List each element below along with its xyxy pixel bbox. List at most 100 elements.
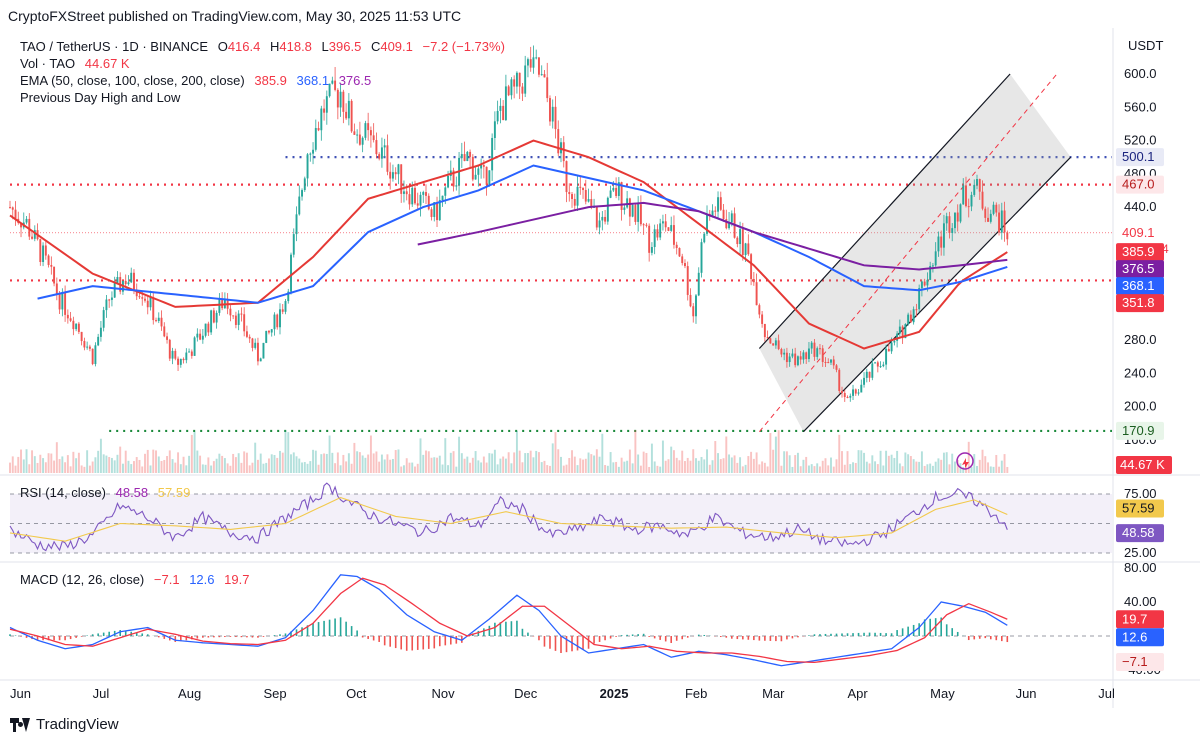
volume-bar [835,459,838,473]
candle-body [788,356,791,363]
candle-body [874,362,877,364]
macd-histogram-bar [642,633,645,636]
macd-price-label-bg [1116,628,1164,647]
volume-bar [667,459,670,473]
volume-bar [281,452,284,473]
macd-histogram-bar [251,636,254,638]
volume-bar [262,463,265,473]
candle-body [744,243,747,256]
volume-bar [55,442,58,473]
volume-bar [425,450,427,473]
candle-body [576,186,579,206]
macd-histogram-bar [885,633,887,636]
volume-bar [75,458,78,473]
candle-body [201,335,204,340]
price-tick-label: 200.0 [1124,399,1157,414]
macd-histogram-bar [868,632,871,636]
macd-hist-value: −7.1 [153,572,180,587]
candle-body [53,266,56,284]
macd-histogram-bar [846,633,849,636]
price-label: 385.9 [1122,244,1155,259]
candle-body [634,205,637,222]
candle-body [620,182,623,210]
candle-body [937,236,940,252]
macd-histogram-bar [874,632,876,636]
volume-bar [692,449,695,473]
volume-bar [240,462,243,473]
candle-body [229,308,232,316]
volume-bar [763,462,766,473]
volume-bar [39,454,42,473]
candle-body [99,327,102,337]
volume-bar [36,462,39,473]
candle-body [408,194,411,205]
volume-bar [20,449,22,473]
time-tick-label: 2025 [600,686,629,701]
volume-bar [948,464,951,473]
candle-body [416,203,419,206]
volume-bar [857,450,860,473]
volume-bar [708,464,711,473]
candle-body [551,106,554,122]
candle-body [496,110,499,122]
tradingview-logo-icon [10,717,30,732]
candle-body [66,314,69,319]
candle-body [301,190,303,197]
volume-bar [11,456,14,473]
candle-body [77,323,80,332]
volume-label-bg [1116,456,1172,474]
macd-histogram-bar [1001,636,1003,642]
volume-bar [47,453,50,473]
macd-histogram-bar [907,626,909,636]
volume-bar [207,457,210,473]
macd-histogram-bar [956,631,959,636]
macd-histogram-bar [141,633,144,636]
volume-bar [251,462,254,473]
candle-body [251,338,254,348]
rsi-ma-value: 57.59 [157,485,191,500]
volume-bar [684,461,686,473]
candle-body [981,191,984,209]
volume-bar [177,452,180,473]
candle-body [207,323,210,333]
price-tick-label: 240.0 [1124,365,1157,380]
candle-body [609,190,612,198]
candle-body [774,340,777,346]
volume-bar [537,452,540,473]
volume-bar [697,460,700,473]
volume-bar [336,452,339,473]
macd-histogram-bar [747,636,750,640]
volume-bar [794,455,797,473]
candle-body [124,280,127,285]
price-tick-label: 520.0 [1124,133,1157,148]
volume-bar [532,457,535,473]
macd-histogram-bar [450,636,452,645]
volume-bar [912,459,915,473]
macd-histogram-bar [587,636,590,649]
time-tick-label: Nov [432,686,456,701]
volume-bar [226,463,229,473]
volume-bar [380,454,383,473]
ema200-line [417,201,1008,271]
candle-body [896,333,899,341]
candle-body [485,166,488,185]
volume-bar [841,451,843,473]
volume-bar [524,453,527,473]
volume-bar [80,465,83,473]
tradingview-footer[interactable]: TradingView [10,716,119,733]
volume-bar [951,453,954,473]
macd-histogram-bar [174,636,177,642]
macd-histogram-bar [455,636,458,644]
candle-body [50,264,53,267]
candle-body [113,283,116,298]
candle-body [185,352,188,361]
volume-bar [540,462,543,473]
price-label: 170.9 [1122,423,1155,438]
macd-histogram-bar [69,636,72,640]
macd-histogram-bar [75,636,77,638]
candle-body [772,343,775,346]
volume-bar [995,454,998,473]
macd-price-label-bg [1116,653,1164,672]
candle-body [904,324,907,339]
